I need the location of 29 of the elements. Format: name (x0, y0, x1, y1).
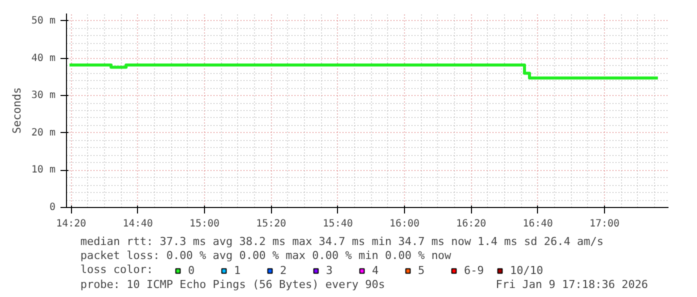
x-tick-label: 16:20 (456, 218, 486, 230)
x-tick-label: 15:00 (189, 218, 220, 230)
text: probe: 10 ICMP Echo Pings (56 Bytes) every 90s (80, 278, 385, 291)
x-tick-label: 16:40 (522, 218, 553, 230)
legend-label: 4 (372, 263, 380, 277)
x-tick-label: 14:40 (122, 218, 153, 230)
y-tick-label: 30 m (31, 90, 56, 102)
legend-label: 3 (326, 263, 334, 277)
x-tick-label: 14:20 (56, 218, 86, 230)
x-tick-label: 15:20 (256, 218, 286, 230)
text: packet loss: 0.00 % avg 0.00 % max 0.00 % min 0.00 % now (80, 249, 452, 262)
text: median rtt: 37.3 ms avg 38.2 ms max 34.7 ms min 34.7 ms now 1.4 ms sd 26.4 am/s (80, 235, 604, 248)
x-tick-label: 17:00 (589, 218, 620, 230)
x-tick-label: 15:40 (322, 218, 353, 230)
y-tick-label: 40 m (31, 52, 56, 64)
legend-label: 10/10 (510, 263, 544, 277)
y-tick-label: 10 m (31, 164, 56, 176)
y-tick-label: 0 (49, 202, 56, 213)
y-tick-label: 50 m (31, 15, 56, 26)
text: Fri Jan 9 17:18:36 2026 (496, 278, 648, 291)
legend-label: 5 (418, 263, 426, 277)
y-tick-label: 20 m (31, 127, 56, 138)
legend-label: 2 (280, 263, 288, 277)
x-tick-label: 16:00 (389, 218, 420, 230)
legend-title: loss color: (80, 263, 154, 276)
legend-label: 0 (188, 263, 196, 277)
y-axis-title: Seconds (10, 87, 24, 134)
legend-label: 1 (234, 263, 242, 277)
legend-label: 6-9 (464, 263, 484, 277)
